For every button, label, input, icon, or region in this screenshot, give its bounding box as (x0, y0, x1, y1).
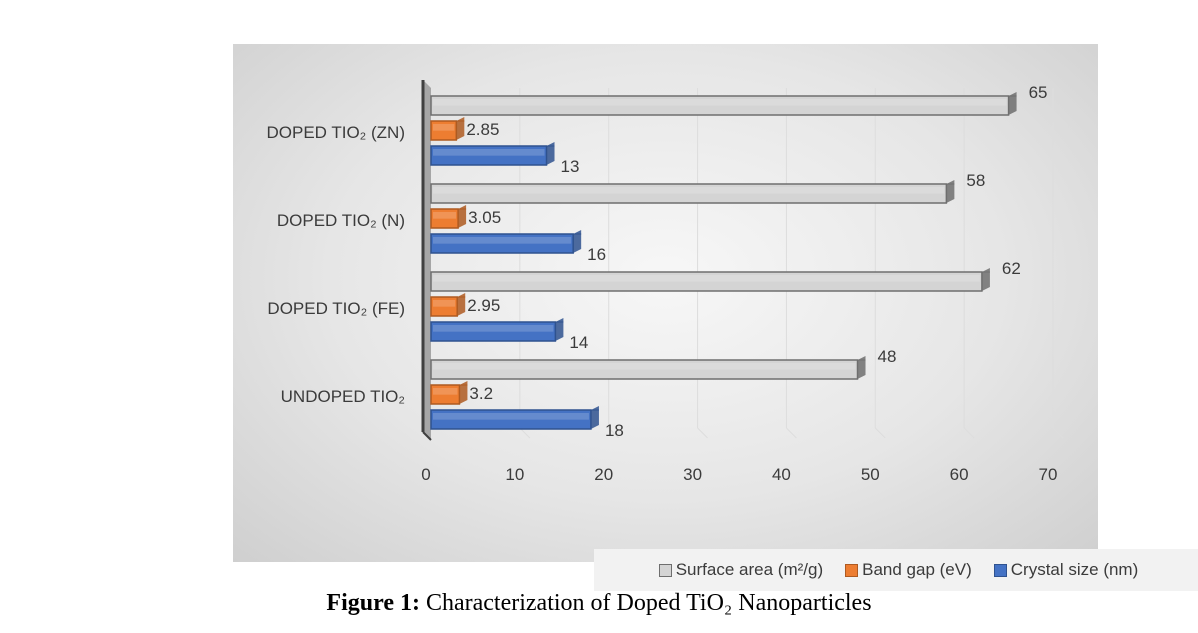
bar-side (946, 180, 955, 203)
bar-highlight (433, 212, 457, 219)
bar-side (457, 293, 466, 316)
category-label: DOPED TIO₂ (ZN) (266, 123, 405, 142)
chart-area: 0 10 20 30 40 50 60 70 UNDOPED TIO₂ 48 3.2 18 DOPED … (233, 44, 1198, 591)
bar-highlight (433, 237, 572, 244)
axis-wall (423, 80, 431, 440)
x-tick-label: 0 (421, 465, 430, 484)
bar-side (459, 381, 468, 404)
bar-highlight (433, 99, 1007, 106)
data-label: 2.95 (467, 296, 500, 315)
gridline-foot (786, 427, 797, 439)
data-label: 62 (1002, 259, 1021, 278)
data-label: 65 (1029, 83, 1048, 102)
legend: Surface area (m²/g) Band gap (eV) Crystal … (594, 549, 1198, 591)
gridline-foot (874, 427, 886, 439)
bar-highlight (433, 388, 458, 395)
x-tick-label: 70 (1039, 465, 1058, 484)
gridline-foot (1052, 427, 1064, 439)
bar-highlight (433, 187, 945, 194)
data-label: 13 (561, 157, 580, 176)
bar-side (456, 117, 465, 140)
legend-swatch (845, 563, 859, 577)
bar-highlight (433, 413, 589, 420)
data-label: 14 (569, 333, 588, 352)
bar-side (546, 142, 555, 165)
data-label: 3.2 (469, 384, 493, 403)
bar-side (981, 268, 990, 291)
gridline-foot (963, 427, 975, 439)
x-tick-label: 40 (772, 465, 791, 484)
gridline-foot (608, 427, 620, 439)
gridline-foot (697, 427, 708, 439)
bar-highlight (433, 149, 545, 156)
x-tick-label: 60 (950, 465, 969, 484)
data-label: 16 (587, 245, 606, 264)
y-axis-foot (422, 431, 432, 441)
data-label: 48 (878, 347, 897, 366)
legend-swatch (993, 563, 1007, 577)
caption-label: Figure 1: (326, 590, 420, 616)
legend-item: Crystal size (nm) (993, 560, 1139, 580)
data-label: 18 (605, 421, 624, 440)
legend-label: Band gap (eV) (862, 560, 972, 579)
legend-swatch (658, 563, 672, 577)
bar-chart: 0 10 20 30 40 50 60 70 UNDOPED TIO₂ 48 3.2 18 DOPED … (266, 80, 1064, 484)
data-label: 58 (966, 171, 985, 190)
legend-item: Surface area (m²/g) (658, 560, 824, 580)
bar-highlight (433, 325, 554, 332)
legend-item: Band gap (eV) (845, 560, 972, 580)
bar-side (1008, 92, 1017, 115)
data-label: 2.85 (466, 120, 499, 139)
bar-highlight (433, 124, 455, 131)
bar-side (555, 318, 564, 341)
caption-text: Characterization of Doped TiO₂ Nanoparti… (419, 590, 872, 616)
legend-label: Surface area (m²/g) (675, 560, 824, 579)
bar-side (857, 356, 866, 379)
x-tick-label: 50 (861, 465, 880, 484)
bar-highlight (433, 363, 856, 370)
category-label: DOPED TIO₂ (N) (277, 211, 405, 230)
x-tick-label: 30 (683, 465, 702, 484)
category-label: DOPED TIO₂ (FE) (267, 299, 405, 318)
x-tick-label: 20 (594, 465, 613, 484)
bar-side (590, 406, 599, 429)
figure-caption: Figure 1: Characterization of Doped TiO₂… (0, 590, 1198, 617)
data-label: 3.05 (468, 208, 501, 227)
legend-label: Crystal size (nm) (1010, 560, 1139, 579)
bar-highlight (433, 275, 980, 282)
bar-side (458, 205, 467, 228)
category-label: UNDOPED TIO₂ (281, 387, 405, 406)
x-tick-label: 10 (505, 465, 524, 484)
bar-side (573, 230, 582, 253)
bar-highlight (433, 300, 456, 307)
